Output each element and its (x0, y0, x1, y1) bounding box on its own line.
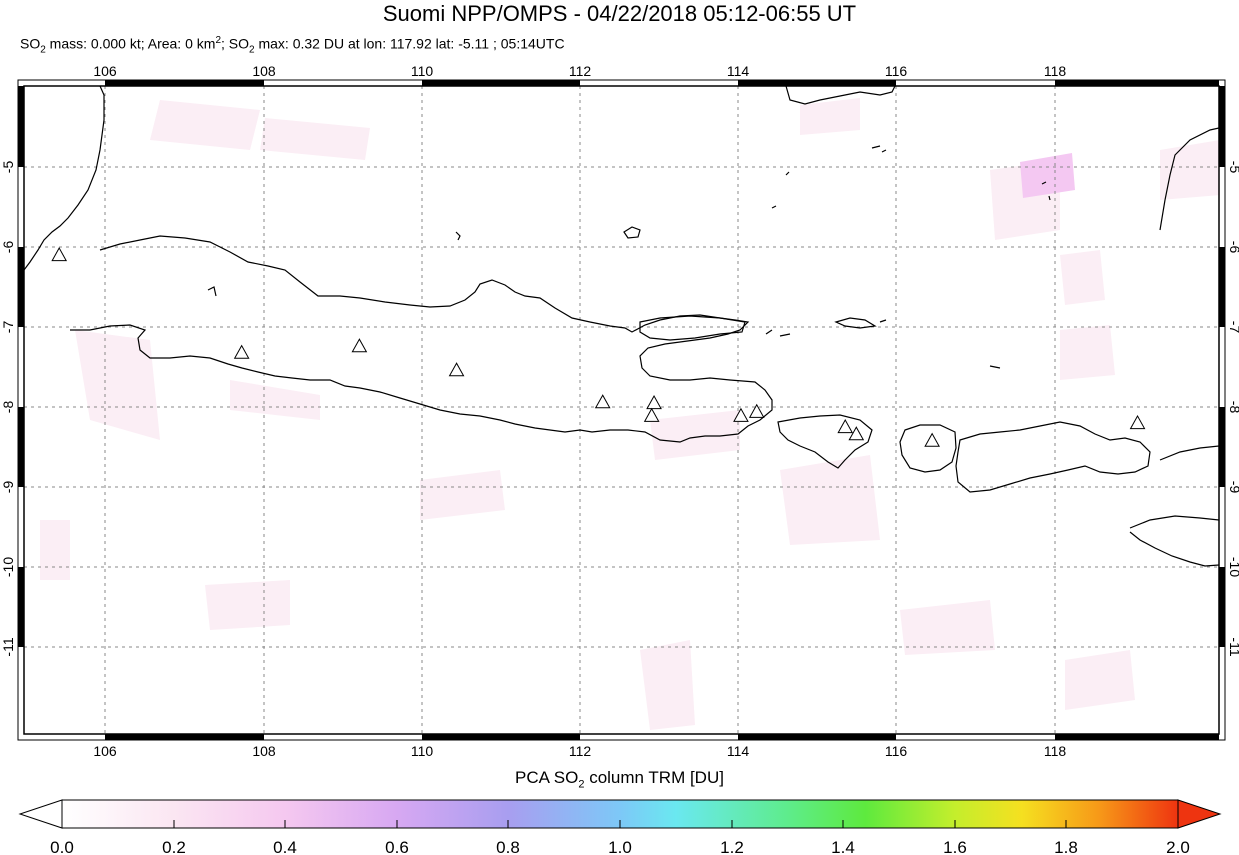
gridlines (24, 86, 1219, 734)
map-title: Suomi NPP/OMPS - 04/22/2018 05:12-06:55 … (382, 1, 857, 26)
coast-islets1 (771, 145, 1051, 369)
lat-label: -8 (0, 401, 16, 414)
lat-label: -10 (1227, 557, 1239, 577)
coast-java (70, 235, 773, 443)
volcano-marker (748, 403, 765, 418)
coast-kangean (834, 317, 877, 329)
lat-label: -5 (0, 161, 16, 174)
lon-label: 112 (569, 743, 592, 759)
colorbar-tick: 1.4 (831, 838, 855, 855)
lon-label: 112 (569, 63, 592, 79)
volcano-marker (351, 338, 368, 353)
coast-kalimantan (785, 86, 896, 105)
lon-label: 116 (885, 63, 908, 79)
volcano-markers (51, 246, 1146, 447)
lon-label: 106 (93, 743, 117, 759)
so2-max-pixel (1020, 153, 1075, 198)
colorbar-tick: 0.8 (496, 838, 520, 855)
coast-flores (1159, 445, 1219, 461)
colorbar-tick: 1.2 (720, 838, 744, 855)
lon-label: 108 (252, 743, 276, 759)
volcano-marker (733, 407, 749, 422)
lon-label: 110 (411, 63, 434, 79)
lat-label: -6 (1227, 241, 1239, 254)
colorbar-tick: 2.0 (1166, 838, 1190, 855)
coast-madura (639, 315, 746, 341)
volcano-marker (646, 394, 662, 410)
coast-sumbawa (955, 421, 1151, 493)
coastlines (24, 86, 1219, 567)
coast-sumba (1129, 515, 1219, 567)
lon-label: 118 (1044, 63, 1067, 79)
lat-label: -7 (0, 321, 16, 334)
colorbar-tick: 0.2 (162, 838, 186, 855)
lat-label: -8 (1227, 401, 1239, 414)
lon-label: 118 (1044, 743, 1067, 759)
lon-label: 114 (727, 63, 750, 79)
colorbar-tick: 1.8 (1054, 838, 1078, 855)
volcano-marker (924, 432, 940, 447)
lat-label: -11 (0, 637, 16, 656)
coast-karimunjawa (455, 231, 461, 241)
coast-seribu (207, 286, 217, 297)
colorbar-tick: 1.6 (943, 838, 967, 855)
colorbar-title: PCA SO2 column TRM [DU] (515, 768, 724, 791)
colorbar-tick: 1.0 (608, 838, 632, 855)
frame-bars (18, 80, 1225, 740)
coast-sulawesi (1159, 127, 1219, 231)
coast-lombok (899, 424, 957, 473)
so2-pixels (40, 98, 1219, 730)
volcano-marker (233, 344, 250, 359)
volcano-marker (1129, 414, 1146, 430)
volcano-marker (594, 394, 611, 409)
colorbar-tick: 0.4 (273, 838, 297, 855)
colorbar-tick: 0.0 (50, 838, 74, 855)
lat-label: -9 (1227, 481, 1239, 494)
coast-bawean (623, 226, 641, 239)
colorbar-under-arrow (18, 799, 63, 829)
lat-label: -10 (0, 557, 16, 577)
volcano-marker (643, 407, 660, 422)
lat-label: -9 (0, 481, 16, 494)
volcano-marker (848, 426, 865, 441)
lon-label: 114 (727, 743, 750, 759)
lon-labels-bottom: 106 108 110 112 114 116 118 (93, 743, 1066, 759)
volcano-marker (448, 362, 465, 377)
volcano-marker (837, 418, 854, 434)
colorbar-tick: 0.6 (385, 838, 409, 855)
lon-labels-top: 106 108 110 112 114 116 118 (93, 63, 1066, 79)
coast-bali (777, 414, 873, 469)
map-subtitle: SO2 mass: 0.000 kt; Area: 0 km2; SO2 max… (20, 35, 565, 56)
lon-label: 116 (885, 743, 908, 759)
lat-label: -11 (1227, 637, 1239, 656)
lon-label: 108 (252, 63, 276, 79)
lat-labels-right: -5 -6 -7 -8 -9 -10 -11 (1227, 161, 1239, 657)
lon-label: 110 (411, 743, 434, 759)
lat-label: -5 (1227, 161, 1239, 174)
volcano-marker (51, 246, 68, 262)
lon-label: 106 (93, 63, 117, 79)
colorbar-over-arrow (1177, 799, 1222, 829)
lat-label: -7 (1227, 321, 1239, 334)
lat-label: -6 (0, 241, 16, 254)
coast-sumatra (24, 86, 105, 271)
colorbar: 0.0 0.2 0.4 0.6 0.8 1.0 1.2 1.4 1.6 1.8 … (18, 799, 1222, 855)
lat-labels-left: -5 -6 -7 -8 -9 -10 -11 (0, 161, 16, 657)
coast-islets2 (765, 319, 887, 337)
